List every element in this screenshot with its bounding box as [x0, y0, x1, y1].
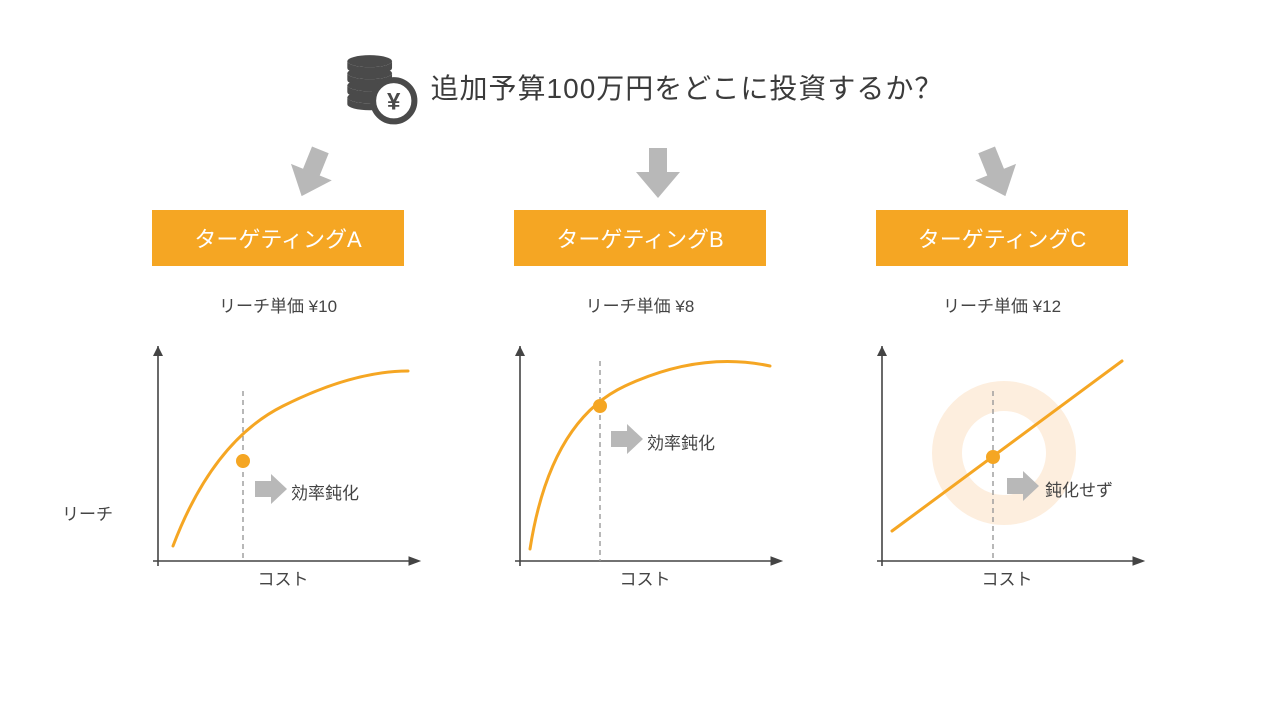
xaxis-label: コスト	[258, 570, 309, 589]
panel-header-A: ターゲティングA	[152, 210, 404, 266]
chart-annotation: 効率鈍化	[291, 484, 359, 503]
chart-B: 効率鈍化 コスト	[495, 331, 785, 591]
panel-subtitle-C: リーチ単価 ¥12	[943, 292, 1061, 317]
header: ¥ 追加予算100万円をどこに投資するか？	[0, 44, 1280, 130]
panel-header-C: ターゲティングC	[876, 210, 1128, 266]
flow-arrow-1	[285, 146, 337, 200]
chart-annotation: 効率鈍化	[647, 434, 715, 453]
page-title: 追加予算100万円をどこに投資するか？	[431, 67, 944, 107]
flow-arrow-3	[970, 146, 1022, 200]
panel-B: ターゲティングB リーチ単価 ¥8 効率鈍化 コスト	[495, 210, 785, 591]
svg-text:¥: ¥	[387, 88, 401, 115]
flow-arrow-2	[632, 146, 684, 200]
yen-coins-icon: ¥	[337, 44, 423, 130]
panel-C: ターゲティングC リーチ単価 ¥12 鈍化せず コスト	[857, 210, 1147, 591]
panel-subtitle-A: リーチ単価 ¥10	[219, 292, 337, 317]
chart-C: 鈍化せず コスト	[857, 331, 1147, 591]
chart-annotation: 鈍化せず	[1045, 481, 1113, 500]
chart-A: 効率鈍化 コスト	[133, 331, 423, 591]
xaxis-label: コスト	[982, 570, 1033, 589]
distribution-arrows	[0, 146, 1280, 206]
panel-A: ターゲティングA リーチ単価 ¥10 効率鈍化 コスト	[133, 210, 423, 591]
panels-row: ターゲティングA リーチ単価 ¥10 効率鈍化 コスト ターゲティングB リーチ単価…	[0, 210, 1280, 591]
panel-subtitle-B: リーチ単価 ¥8	[586, 292, 695, 317]
panel-header-B: ターゲティングB	[514, 210, 766, 266]
xaxis-label: コスト	[620, 570, 671, 589]
